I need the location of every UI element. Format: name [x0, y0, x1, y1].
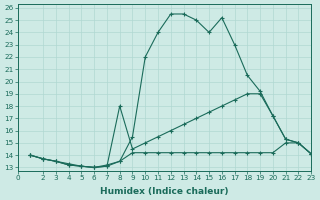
- X-axis label: Humidex (Indice chaleur): Humidex (Indice chaleur): [100, 187, 229, 196]
